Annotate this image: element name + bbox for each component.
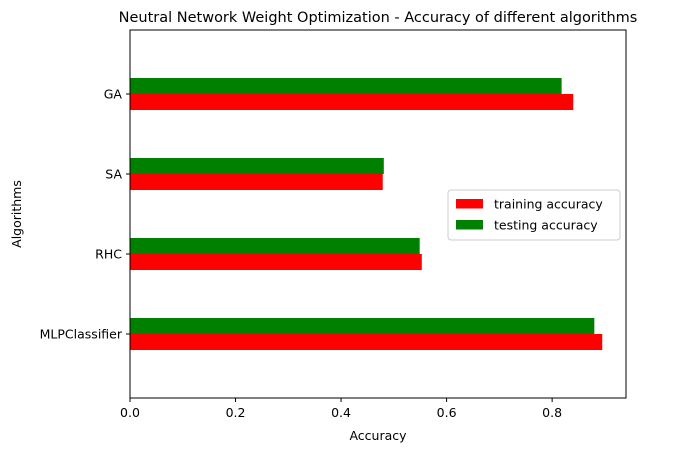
legend-label-training: training accuracy [494,197,603,212]
bar-training-accuracy-ga [130,94,574,110]
x-axis-label: Accuracy [349,428,407,443]
bar-testing-accuracy-rhc [130,238,420,254]
y-tick-label-rhc: RHC [95,247,122,262]
y-tick-label-ga: GA [104,87,123,102]
legend-label-testing: testing accuracy [494,218,598,233]
legend-box [447,189,621,241]
chart-title: Neutral Network Weight Optimization - Ac… [119,10,638,26]
bar-testing-accuracy-mlpclassifier [130,318,595,334]
plot-frame [129,29,627,399]
y-tick-label-mlpclassifier: MLPClassifier [40,327,123,342]
x-tick-label: 0.6 [437,405,457,420]
y-tick-label-sa: SA [105,167,122,182]
x-tick-label: 0.8 [542,405,562,420]
bar-testing-accuracy-ga [130,78,562,94]
x-tick-label: 0.2 [226,405,246,420]
bars-layer [130,78,603,350]
bar-training-accuracy-mlpclassifier [130,334,603,350]
bar-training-accuracy-rhc [130,254,422,270]
x-tick-label: 0.4 [331,405,351,420]
x-axis-ticks: 0.0 0.2 0.4 0.6 0.8 [120,398,562,420]
bar-testing-accuracy-sa [130,158,384,174]
x-tick-label: 0.0 [120,405,140,420]
y-axis-ticks: MLPClassifier RHC SA GA [40,87,130,342]
legend: training accuracy testing accuracy [447,189,621,241]
legend-swatch-testing [456,220,483,230]
legend-swatch-training [456,199,483,209]
bar-training-accuracy-sa [130,174,383,190]
y-axis-label: Algorithms [9,180,24,248]
